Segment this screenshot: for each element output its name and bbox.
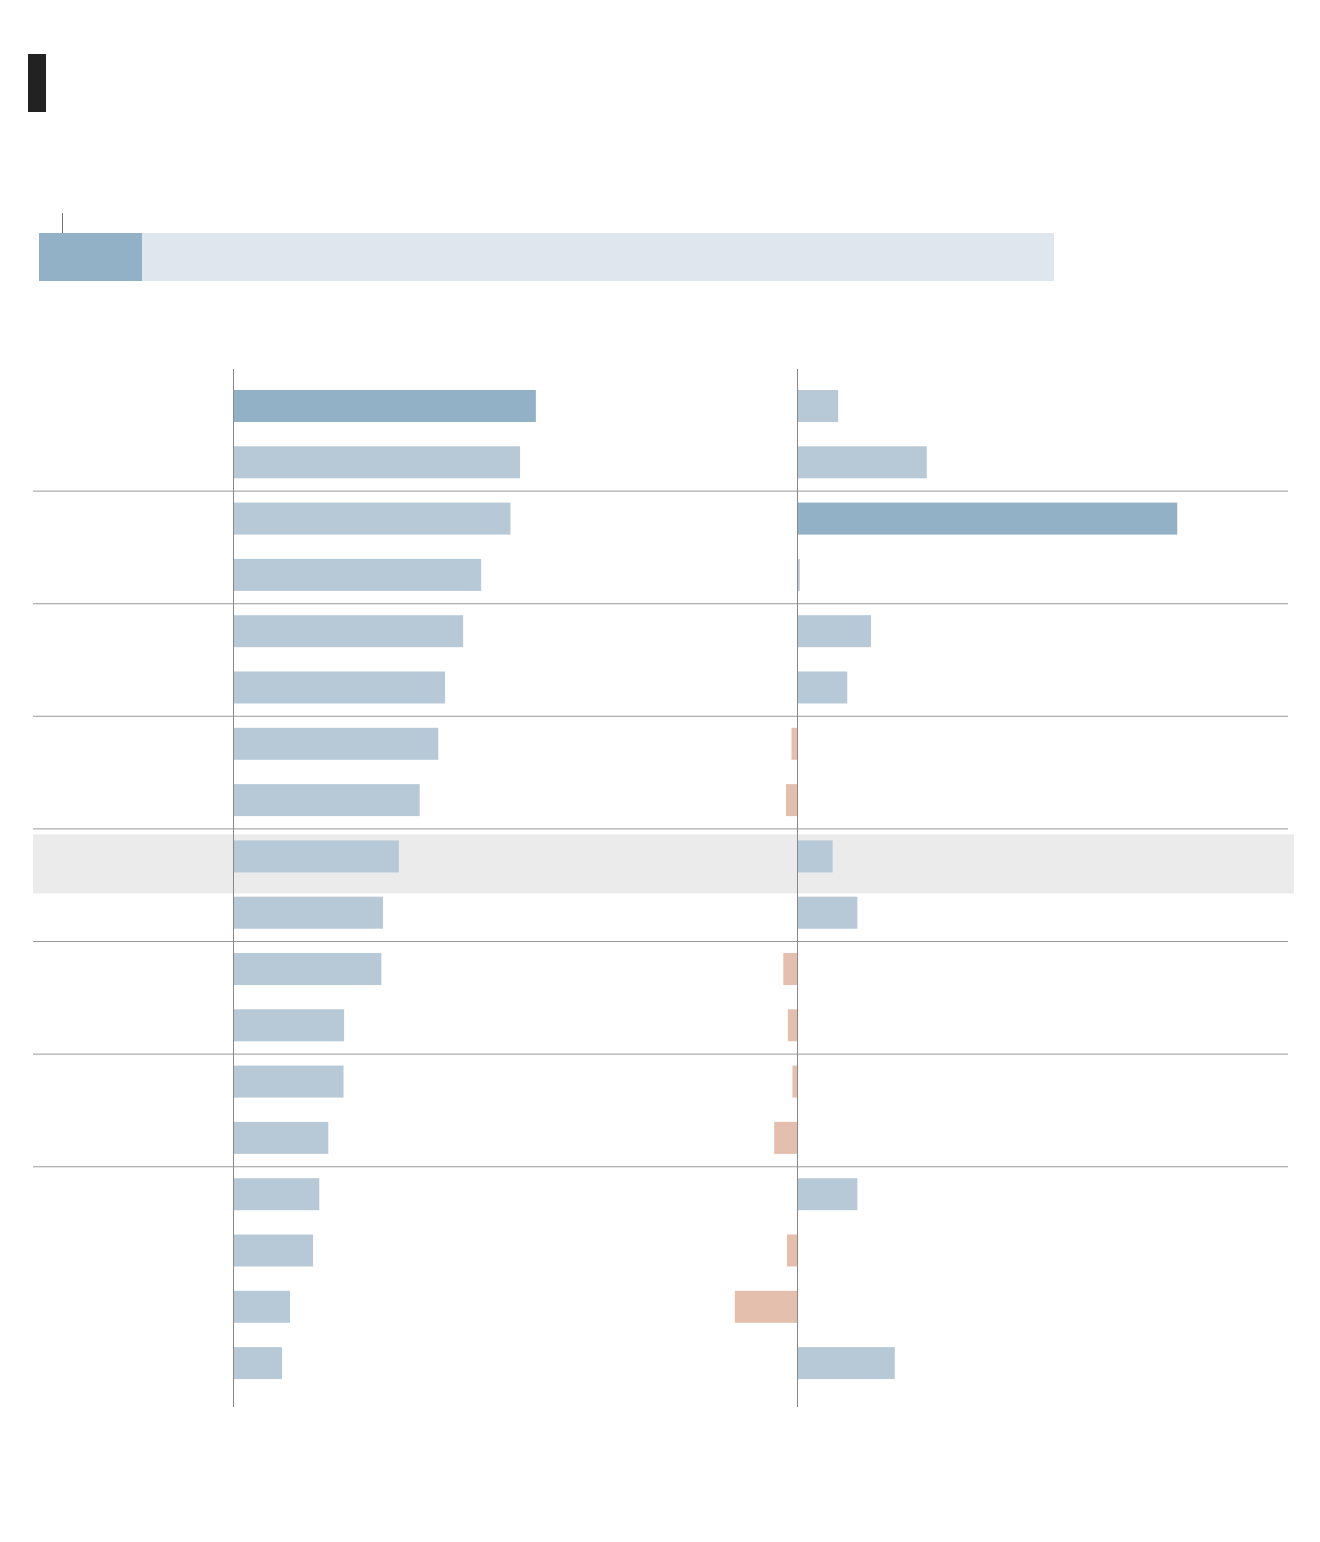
bar-right [786, 1234, 797, 1267]
bar-right [797, 615, 872, 648]
progress-fill [39, 233, 143, 281]
bar-left [233, 1121, 329, 1154]
bar-left [233, 1347, 283, 1380]
bar-left [233, 784, 420, 817]
bar-left [233, 1290, 290, 1323]
bar-left [233, 896, 384, 929]
bar-left [233, 727, 439, 760]
bar-right [792, 1065, 797, 1098]
bar-left [233, 390, 536, 422]
bar-left [233, 1178, 320, 1211]
bar-right [786, 784, 797, 817]
bar-right [787, 1009, 797, 1042]
header-mark [28, 54, 46, 112]
bar-left [233, 1065, 344, 1098]
bar-left [233, 558, 482, 591]
bar-right [797, 896, 858, 929]
bar-right [791, 727, 797, 760]
bar-right [734, 1290, 797, 1323]
bar-right [797, 390, 839, 422]
bar-left [233, 615, 464, 648]
bar-right [797, 840, 833, 873]
bar-left [233, 671, 446, 704]
bar-right [797, 1178, 858, 1211]
bar-left [233, 1234, 314, 1267]
bar-left [233, 502, 511, 535]
bar-right [797, 446, 927, 479]
bar-right [774, 1121, 797, 1154]
bar-left [233, 840, 399, 873]
progress-track [39, 233, 1054, 281]
bar-right [797, 1347, 895, 1380]
highlight-row-background [33, 834, 1294, 894]
bar-left [233, 446, 521, 479]
bar-right [797, 558, 800, 591]
bar-right [783, 953, 797, 985]
bar-left [233, 953, 382, 985]
bar-right [797, 671, 848, 704]
legend-tick [62, 213, 63, 233]
bar-right [797, 502, 1178, 535]
bar-left [233, 1009, 345, 1042]
